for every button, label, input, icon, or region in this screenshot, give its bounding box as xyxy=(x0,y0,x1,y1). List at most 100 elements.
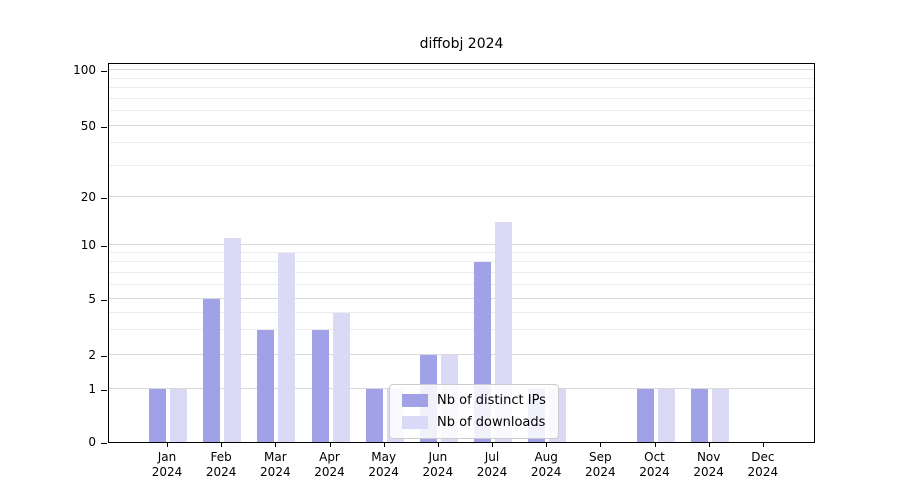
bar-downloads xyxy=(170,389,187,442)
x-tick-month: Apr xyxy=(319,450,340,464)
bar-distinct-ips xyxy=(690,389,708,442)
gridline-minor xyxy=(109,283,814,285)
bar-distinct-ips xyxy=(365,389,383,442)
gridline-minor xyxy=(109,77,814,79)
x-tick-mark xyxy=(437,443,439,447)
legend: Nb of distinct IPs Nb of downloads xyxy=(389,384,559,439)
x-tick-mark xyxy=(762,443,764,447)
x-tick-mark xyxy=(383,443,385,447)
y-tick-mark xyxy=(101,356,107,357)
gridline-major xyxy=(109,244,814,245)
gridline-minor xyxy=(109,164,814,166)
x-tick-label: Jul 2024 xyxy=(462,450,522,480)
bar-downloads xyxy=(278,253,296,442)
x-tick-month: Jun xyxy=(428,450,448,464)
x-tick-month: Jul xyxy=(484,450,500,464)
gridline-minor xyxy=(109,311,814,313)
x-tick-year: 2024 xyxy=(368,465,399,479)
y-tick-label: 2 xyxy=(88,348,96,362)
x-tick-month: Mar xyxy=(264,450,287,464)
legend-label: Nb of downloads xyxy=(437,415,546,430)
gridline-minor xyxy=(109,110,814,112)
y-tick-label: 1 xyxy=(88,382,96,396)
x-tick-year: 2024 xyxy=(693,465,724,479)
chart-title: diffobj 2024 xyxy=(419,36,504,52)
bar-distinct-ips xyxy=(311,330,329,442)
gridline-minor xyxy=(109,87,814,89)
x-tick-month: Sep xyxy=(589,450,612,464)
x-tick-label: Dec 2024 xyxy=(733,450,793,480)
x-tick-label: Apr 2024 xyxy=(300,450,360,480)
gridline-major xyxy=(109,196,814,197)
x-tick-mark xyxy=(654,443,656,447)
y-tick-mark xyxy=(101,127,107,128)
x-tick-mark xyxy=(708,443,710,447)
x-tick-mark xyxy=(492,443,493,447)
x-tick-mark xyxy=(546,443,548,447)
legend-swatch xyxy=(402,416,428,429)
x-tick-mark xyxy=(275,443,277,447)
legend-row: Nb of downloads xyxy=(402,415,546,430)
x-tick-month: Aug xyxy=(534,450,558,464)
y-tick-mark xyxy=(101,443,107,444)
y-tick-label: 5 xyxy=(88,292,96,306)
plot-area: Nb of distinct IPs Nb of downloads xyxy=(108,63,815,443)
gridline-minor xyxy=(109,261,814,263)
x-tick-label: Aug 2024 xyxy=(516,450,576,480)
x-tick-year: 2024 xyxy=(639,465,670,479)
x-tick-label: Oct 2024 xyxy=(625,450,685,480)
x-tick-year: 2024 xyxy=(260,465,291,479)
x-tick-mark xyxy=(329,443,331,447)
x-tick-year: 2024 xyxy=(585,465,616,479)
y-tick-label: 50 xyxy=(80,119,96,133)
bar-downloads xyxy=(711,389,729,442)
x-tick-mark xyxy=(600,443,602,447)
y-tick-label: 0 xyxy=(88,435,96,449)
x-tick-month: Dec xyxy=(751,450,775,464)
bar-downloads xyxy=(332,312,350,442)
gridline-major xyxy=(109,125,814,126)
x-tick-month: May xyxy=(371,450,397,464)
y-tick-mark xyxy=(101,198,107,199)
x-tick-label: Jun 2024 xyxy=(408,450,468,480)
gridline-minor xyxy=(109,97,814,99)
y-tick-mark xyxy=(101,390,107,391)
legend-swatch xyxy=(402,394,428,407)
y-tick-label: 20 xyxy=(80,190,96,204)
gridline-major xyxy=(109,69,814,70)
y-tick-label: 10 xyxy=(80,238,96,252)
x-tick-label: Mar 2024 xyxy=(245,450,305,480)
x-tick-month: Nov xyxy=(696,450,721,464)
gridline-minor xyxy=(109,142,814,144)
gridline-minor xyxy=(109,271,814,273)
y-tick-label: 100 xyxy=(73,63,96,77)
x-tick-mark xyxy=(167,443,168,447)
gridline-minor xyxy=(109,252,814,254)
x-tick-mark xyxy=(221,443,223,447)
bar-downloads xyxy=(224,238,242,442)
x-tick-label: Feb 2024 xyxy=(191,450,251,480)
bar-distinct-ips xyxy=(149,389,166,442)
x-tick-month: Jan xyxy=(157,450,177,464)
x-tick-label: Nov 2024 xyxy=(679,450,739,480)
bar-distinct-ips xyxy=(636,389,654,442)
bar-distinct-ips xyxy=(203,299,221,442)
x-tick-year: 2024 xyxy=(476,465,508,479)
x-tick-year: 2024 xyxy=(422,465,454,479)
x-tick-year: 2024 xyxy=(747,465,779,479)
x-tick-label: Sep 2024 xyxy=(570,450,630,480)
x-tick-year: 2024 xyxy=(205,465,237,479)
gridline-major xyxy=(109,354,814,355)
legend-row: Nb of distinct IPs xyxy=(402,393,546,408)
legend-label: Nb of distinct IPs xyxy=(437,393,546,408)
x-tick-year: 2024 xyxy=(314,465,345,479)
x-tick-month: Feb xyxy=(210,450,232,464)
x-tick-label: Jan 2024 xyxy=(137,450,197,480)
y-tick-mark xyxy=(101,71,107,72)
x-tick-year: 2024 xyxy=(151,465,183,479)
x-tick-month: Oct xyxy=(644,450,665,464)
gridline-major xyxy=(109,298,814,299)
gridline-minor xyxy=(109,329,814,331)
x-tick-year: 2024 xyxy=(530,465,562,479)
